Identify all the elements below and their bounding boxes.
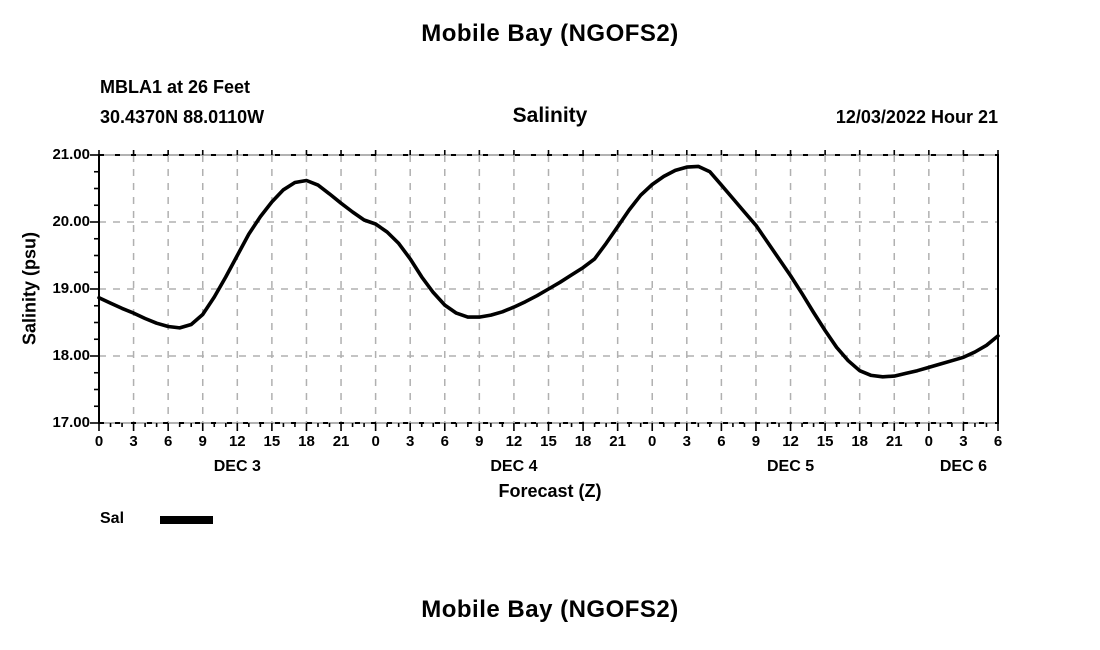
x-tick-label: 0 — [924, 433, 934, 450]
x-tick-label: 9 — [475, 433, 484, 450]
forecast-datetime-label: 12/03/2022 Hour 21 — [835, 107, 998, 127]
x-tick-label: 15 — [540, 433, 557, 450]
day-label: DEC 4 — [490, 458, 538, 475]
x-tick-label: 15 — [263, 433, 281, 450]
day-label: DEC 5 — [766, 458, 815, 475]
second-chart-title: Mobile Bay (NGOFS2) — [421, 596, 679, 623]
x-tick-label: 3 — [406, 433, 415, 450]
x-tick-label: 18 — [298, 433, 315, 450]
legend-series-label: Sal — [100, 510, 125, 527]
x-tick-label: 9 — [751, 433, 761, 450]
x-tick-label: 6 — [163, 433, 173, 450]
y-tick-label: 21.00 — [52, 146, 90, 163]
station-coordinates: 30.4370N 88.0110W — [100, 107, 265, 127]
x-tick-label: 0 — [371, 433, 380, 450]
x-tick-label: 3 — [959, 433, 968, 450]
x-tick-label: 3 — [129, 433, 138, 450]
x-tick-label: 12 — [782, 433, 799, 450]
x-tick-label: 21 — [885, 433, 903, 450]
x-tick-label: 12 — [505, 433, 523, 450]
x-tick-label: 0 — [648, 433, 657, 450]
day-label: DEC 6 — [939, 458, 987, 475]
x-tick-label: 15 — [816, 433, 834, 450]
salinity-curve — [97, 164, 1000, 379]
salinity-plot-canvas — [90, 150, 1000, 431]
x-tick-label: 18 — [574, 433, 592, 450]
plot-subtitle: Salinity — [512, 104, 588, 127]
y-tick-label: 19.00 — [52, 280, 90, 297]
x-tick-label: 6 — [440, 433, 449, 450]
x-tick-label: 9 — [198, 433, 207, 450]
x-tick-label: 21 — [332, 433, 350, 450]
x-tick-label: 6 — [993, 433, 1003, 450]
chart-title: Mobile Bay (NGOFS2) — [421, 20, 679, 47]
x-axis-title: Forecast (Z) — [498, 481, 602, 501]
y-tick-label: 17.00 — [52, 414, 90, 431]
x-tick-label: 6 — [717, 433, 726, 450]
x-tick-label: 21 — [609, 433, 626, 450]
x-tick-label: 18 — [851, 433, 869, 450]
y-tick-label: 18.00 — [52, 347, 90, 364]
day-label: DEC 3 — [213, 458, 261, 475]
y-tick-label: 20.00 — [52, 213, 90, 230]
x-tick-label: 12 — [228, 433, 246, 450]
station-name-depth: MBLA1 at 26 Feet — [100, 77, 251, 97]
x-tick-label: 0 — [94, 433, 104, 450]
x-tick-label: 3 — [682, 433, 691, 450]
legend-line-sample — [160, 516, 213, 524]
